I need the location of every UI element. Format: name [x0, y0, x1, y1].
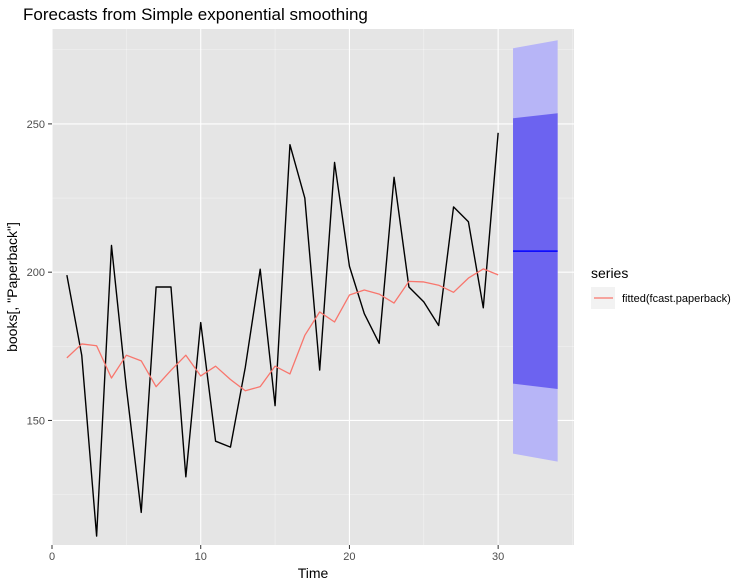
legend-title: series [591, 265, 628, 281]
legend-label-fitted: fitted(fcast.paperback) [622, 293, 731, 305]
axes: 0 10 20 30 150 200 250 [27, 119, 505, 563]
y-axis-title: books[, "Paperback"] [4, 222, 20, 352]
grid-lines [51, 29, 574, 545]
legend: series fitted(fcast.paperback) [591, 265, 731, 309]
x-tick-label: 20 [343, 551, 355, 563]
y-tick-label: 250 [27, 119, 45, 131]
y-tick-label: 150 [27, 415, 45, 427]
x-tick-label: 10 [195, 551, 207, 563]
x-tick-label: 0 [49, 551, 55, 563]
x-axis-title: Time [298, 565, 329, 581]
chart-title: Forecasts from Simple exponential smooth… [23, 5, 368, 24]
y-tick-label: 200 [27, 267, 45, 279]
series-lines [66, 132, 558, 537]
x-tick-label: 30 [492, 551, 504, 563]
observed-series-line [66, 132, 499, 537]
fitted-series-line [66, 268, 499, 392]
